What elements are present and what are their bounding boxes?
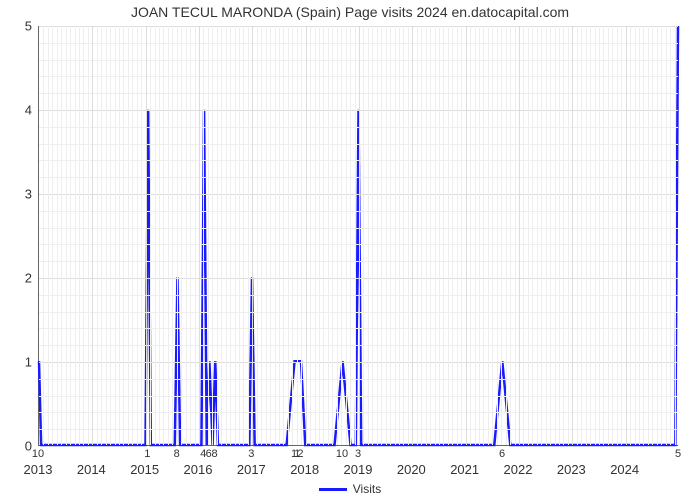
y-tick-label: 0	[0, 439, 32, 454]
y-tick-label: 1	[0, 355, 32, 370]
x-tick-label: 2017	[237, 462, 266, 477]
chart-container: JOAN TECUL MARONDA (Spain) Page visits 2…	[0, 0, 700, 500]
data-point-label: 6	[499, 448, 505, 460]
data-point-label: 8	[174, 448, 180, 460]
y-tick-label: 2	[0, 271, 32, 286]
x-tick-label: 2021	[450, 462, 479, 477]
legend-label: Visits	[353, 482, 381, 496]
x-tick-label: 2022	[504, 462, 533, 477]
x-tick-label: 2020	[397, 462, 426, 477]
legend: Visits	[0, 482, 700, 496]
x-tick-label: 2015	[130, 462, 159, 477]
y-tick-label: 3	[0, 187, 32, 202]
legend-swatch	[319, 488, 347, 491]
plot-area	[38, 26, 678, 446]
x-tick-label: 2023	[557, 462, 586, 477]
data-point-label: 1	[144, 448, 150, 460]
y-tick-label: 5	[0, 19, 32, 34]
x-tick-label: 2013	[24, 462, 53, 477]
data-point-label: 10	[336, 448, 348, 460]
data-point-label: 10	[32, 448, 44, 460]
x-tick-label: 2019	[344, 462, 373, 477]
chart-title: JOAN TECUL MARONDA (Spain) Page visits 2…	[0, 4, 700, 20]
data-point-label: 2	[297, 448, 303, 460]
x-tick-label: 2024	[610, 462, 639, 477]
data-point-label: 3	[355, 448, 361, 460]
x-tick-label: 2014	[77, 462, 106, 477]
data-point-label: 8	[211, 448, 217, 460]
x-tick-label: 2016	[184, 462, 213, 477]
data-point-label: 3	[248, 448, 254, 460]
y-tick-label: 4	[0, 103, 32, 118]
data-point-label: 5	[675, 448, 681, 460]
x-tick-label: 2018	[290, 462, 319, 477]
